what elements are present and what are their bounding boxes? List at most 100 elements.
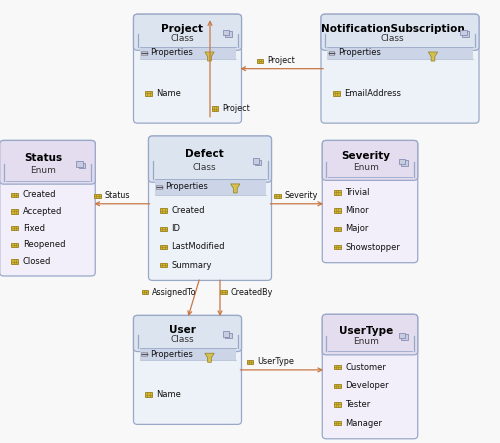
Text: Properties: Properties [150,350,194,359]
Text: LastModified: LastModified [172,242,225,252]
Bar [141,51,146,55]
Polygon shape [205,353,214,362]
Text: NotificationSubscription: NotificationSubscription [320,24,464,34]
Bar [156,185,162,189]
FancyBboxPatch shape [322,315,418,355]
FancyBboxPatch shape [12,209,18,214]
FancyBboxPatch shape [334,421,341,425]
FancyBboxPatch shape [142,290,148,295]
FancyBboxPatch shape [134,315,242,352]
FancyBboxPatch shape [334,209,341,213]
Text: Class: Class [192,163,216,172]
Bar [328,34,472,47]
Text: Severity: Severity [341,152,390,161]
FancyBboxPatch shape [76,161,83,167]
Text: Enum: Enum [30,166,56,175]
Text: CreatedBy: CreatedBy [230,288,273,297]
FancyBboxPatch shape [334,384,341,388]
Text: Enum: Enum [352,338,378,346]
FancyBboxPatch shape [222,331,230,337]
FancyBboxPatch shape [256,58,264,63]
FancyBboxPatch shape [252,158,259,164]
Text: User: User [169,325,196,335]
Bar [140,348,235,360]
Bar [329,336,411,351]
Bar [6,164,88,181]
FancyBboxPatch shape [321,14,479,51]
Text: Project: Project [222,104,250,113]
FancyBboxPatch shape [222,30,230,35]
Text: Trivial: Trivial [345,188,370,197]
FancyBboxPatch shape [322,140,418,180]
Text: Tester: Tester [345,400,370,409]
Bar [140,34,235,47]
Text: Properties: Properties [338,48,381,58]
Text: Minor: Minor [345,206,369,215]
FancyBboxPatch shape [160,245,167,249]
Text: Name: Name [156,89,182,98]
Text: ID: ID [172,224,180,233]
FancyBboxPatch shape [94,194,101,198]
FancyBboxPatch shape [134,14,242,123]
FancyBboxPatch shape [462,31,469,37]
Text: Developer: Developer [345,381,389,390]
Text: Class: Class [170,34,194,43]
FancyBboxPatch shape [160,226,167,231]
FancyBboxPatch shape [148,136,272,280]
Text: Project: Project [267,56,295,65]
FancyBboxPatch shape [334,402,341,407]
FancyBboxPatch shape [254,160,262,165]
Text: Name: Name [156,390,182,399]
Text: AssignedTo: AssignedTo [152,288,196,297]
Text: Accepted: Accepted [23,207,62,216]
Text: Fixed: Fixed [23,224,45,233]
FancyBboxPatch shape [322,140,418,263]
FancyBboxPatch shape [134,315,242,424]
Text: Defect: Defect [185,149,224,159]
Text: Project: Project [162,24,203,34]
FancyBboxPatch shape [12,193,18,197]
Bar [329,162,411,177]
FancyBboxPatch shape [334,190,341,194]
Bar [327,47,473,59]
FancyBboxPatch shape [220,290,227,295]
Bar [154,179,266,195]
Text: Status: Status [24,153,62,163]
FancyBboxPatch shape [160,208,167,213]
Polygon shape [428,52,438,61]
Text: Class: Class [380,34,404,43]
FancyBboxPatch shape [160,263,167,267]
Text: Created: Created [23,190,56,199]
Text: Manager: Manager [345,419,383,427]
FancyBboxPatch shape [334,365,341,369]
FancyBboxPatch shape [0,140,95,184]
Text: Summary: Summary [172,260,212,270]
FancyBboxPatch shape [398,333,406,338]
FancyBboxPatch shape [246,360,254,364]
FancyBboxPatch shape [398,159,406,164]
FancyBboxPatch shape [322,315,418,439]
Text: Closed: Closed [23,257,51,266]
FancyBboxPatch shape [134,14,242,51]
Text: Severity: Severity [284,191,318,200]
FancyBboxPatch shape [334,227,341,231]
FancyBboxPatch shape [401,160,407,166]
Text: EmailAddress: EmailAddress [344,89,401,98]
FancyBboxPatch shape [334,245,341,249]
FancyBboxPatch shape [460,30,466,35]
Text: UserType: UserType [257,358,294,366]
FancyBboxPatch shape [12,243,18,247]
FancyBboxPatch shape [12,226,18,230]
Bar [140,47,235,59]
Text: UserType: UserType [338,326,393,335]
Bar [141,352,146,356]
Polygon shape [205,52,214,61]
Text: Class: Class [170,335,194,344]
Text: Major: Major [345,225,368,233]
FancyBboxPatch shape [332,91,340,96]
FancyBboxPatch shape [212,106,218,111]
Text: Properties: Properties [150,48,194,58]
Text: Reopened: Reopened [23,241,65,249]
Bar [155,161,265,179]
FancyBboxPatch shape [12,260,18,264]
